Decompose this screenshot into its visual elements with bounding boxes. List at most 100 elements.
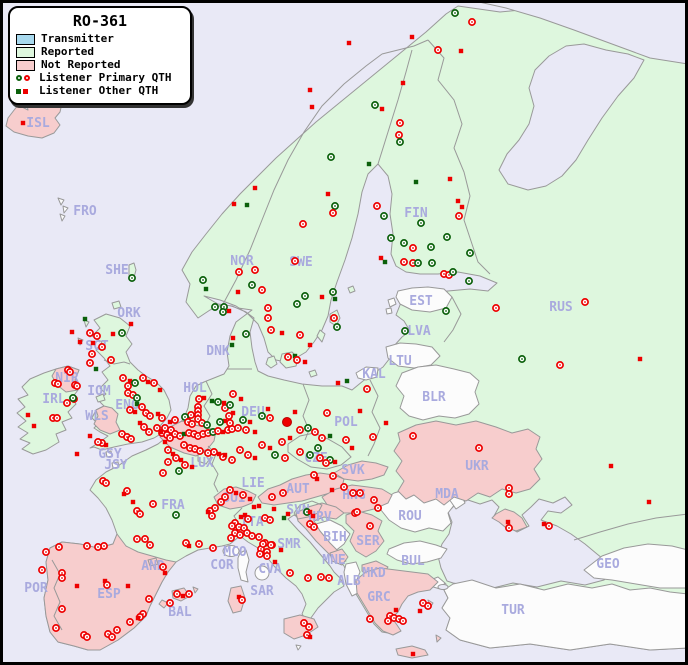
marker-center-dot [296, 303, 298, 305]
marker-center-dot [402, 620, 404, 622]
country-label-LVA: LVA [407, 324, 431, 339]
country-label-COR: COR [210, 558, 234, 573]
country-label-IOM: IOM [87, 384, 111, 399]
listener-other-qth-marker [186, 543, 192, 549]
marker-center-dot [202, 433, 204, 435]
country-label-BAL: BAL [168, 605, 192, 620]
marker-center-dot [129, 409, 131, 411]
marker-center-dot [307, 577, 309, 579]
primary-qth-circle-icons [16, 75, 33, 81]
marker-center-dot [232, 393, 234, 395]
marker-center-dot [229, 422, 231, 424]
marker-center-dot [202, 279, 204, 281]
listener-other-qth-marker-green [292, 353, 298, 359]
marker-center-dot [223, 306, 225, 308]
marker-center-dot [270, 544, 272, 546]
marker-center-dot [333, 317, 335, 319]
island-orkney [111, 300, 122, 310]
marker-center-dot [61, 572, 63, 574]
listener-other-qth-marker-green [82, 316, 88, 322]
marker-center-dot [141, 406, 143, 408]
listener-other-qth-marker [637, 356, 643, 362]
listener-other-qth-marker [230, 410, 236, 416]
country-label-MKD: MKD [362, 566, 386, 581]
marker-center-dot [313, 526, 315, 528]
listener-other-qth-marker [178, 457, 184, 463]
marker-center-dot [229, 404, 231, 406]
country-AUT [257, 472, 345, 506]
marker-center-dot [116, 629, 118, 631]
marker-center-dot [427, 605, 429, 607]
marker-center-dot [289, 572, 291, 574]
listener-other-qth-marker [31, 423, 37, 429]
marker-center-dot [228, 415, 230, 417]
marker-center-dot [271, 496, 273, 498]
marker-center-dot [267, 307, 269, 309]
listener-other-qth-marker [309, 104, 315, 110]
marker-center-dot [508, 493, 510, 495]
sea-white-sea [498, 43, 645, 191]
listener-other-qth-marker [180, 593, 186, 599]
marker-center-dot [110, 359, 112, 361]
country-label-MCO: MCO [223, 545, 247, 560]
marker-center-dot [390, 237, 392, 239]
listener-other-qth-marker [409, 34, 415, 40]
marker-center-dot [303, 622, 305, 624]
listener-other-qth-marker [314, 476, 320, 482]
marker-center-dot [169, 602, 171, 604]
marker-center-dot [443, 273, 445, 275]
transmitter-swatch-icon [16, 33, 35, 45]
marker-center-dot [260, 548, 262, 550]
marker-center-dot [471, 21, 473, 23]
marker-center-dot [142, 377, 144, 379]
marker-center-dot [508, 487, 510, 489]
marker-center-dot [58, 546, 60, 548]
country-label-IRL: IRL [42, 392, 66, 407]
marker-center-dot [266, 555, 268, 557]
legend-title: RO-361 [72, 12, 128, 30]
listener-other-qth-marker [125, 583, 131, 589]
marker-center-dot [332, 475, 334, 477]
country-label-KAL: KAL [362, 367, 386, 382]
marker-center-dot [332, 212, 334, 214]
listener-other-qth-marker [608, 463, 614, 469]
marker-center-dot [184, 416, 186, 418]
listener-other-qth-marker [127, 378, 133, 384]
marker-center-dot [412, 247, 414, 249]
marker-center-dot [356, 511, 358, 513]
marker-center-dot [101, 346, 103, 348]
marker-center-dot [127, 385, 129, 387]
country-AND [147, 557, 159, 567]
marker-center-dot [307, 427, 309, 429]
marker-center-dot [61, 577, 63, 579]
sea-barents [469, 0, 688, 65]
listener-other-qth-marker-green [344, 378, 350, 384]
marker-center-dot [149, 415, 151, 417]
border-RUS-caucasus [573, 513, 688, 541]
listener-other-qth-marker-green [244, 202, 250, 208]
country-COR [237, 549, 250, 583]
marker-center-dot [184, 464, 186, 466]
country-BUL [386, 540, 448, 565]
listener-other-qth-marker [271, 506, 277, 512]
country-label-GSY: GSY [98, 447, 122, 462]
country-UKR [393, 420, 543, 506]
marker-center-dot [167, 461, 169, 463]
marker-center-dot [55, 627, 57, 629]
country-label-DNK: DNK [206, 344, 230, 359]
marker-center-dot [61, 608, 63, 610]
marker-center-dot [399, 122, 401, 124]
listener-other-qth-marker [383, 420, 389, 426]
marker-center-dot [377, 507, 379, 509]
marker-center-dot [206, 424, 208, 426]
listener-other-qth-marker [222, 418, 228, 424]
marker-center-dot [152, 503, 154, 505]
marker-center-dot [309, 454, 311, 456]
country-label-FRA: FRA [161, 498, 185, 513]
listener-other-qth-marker [307, 342, 313, 348]
marker-center-dot [238, 271, 240, 273]
marker-center-dot [56, 417, 58, 419]
country-label-EST: EST [409, 294, 433, 309]
marker-center-dot [175, 457, 177, 459]
